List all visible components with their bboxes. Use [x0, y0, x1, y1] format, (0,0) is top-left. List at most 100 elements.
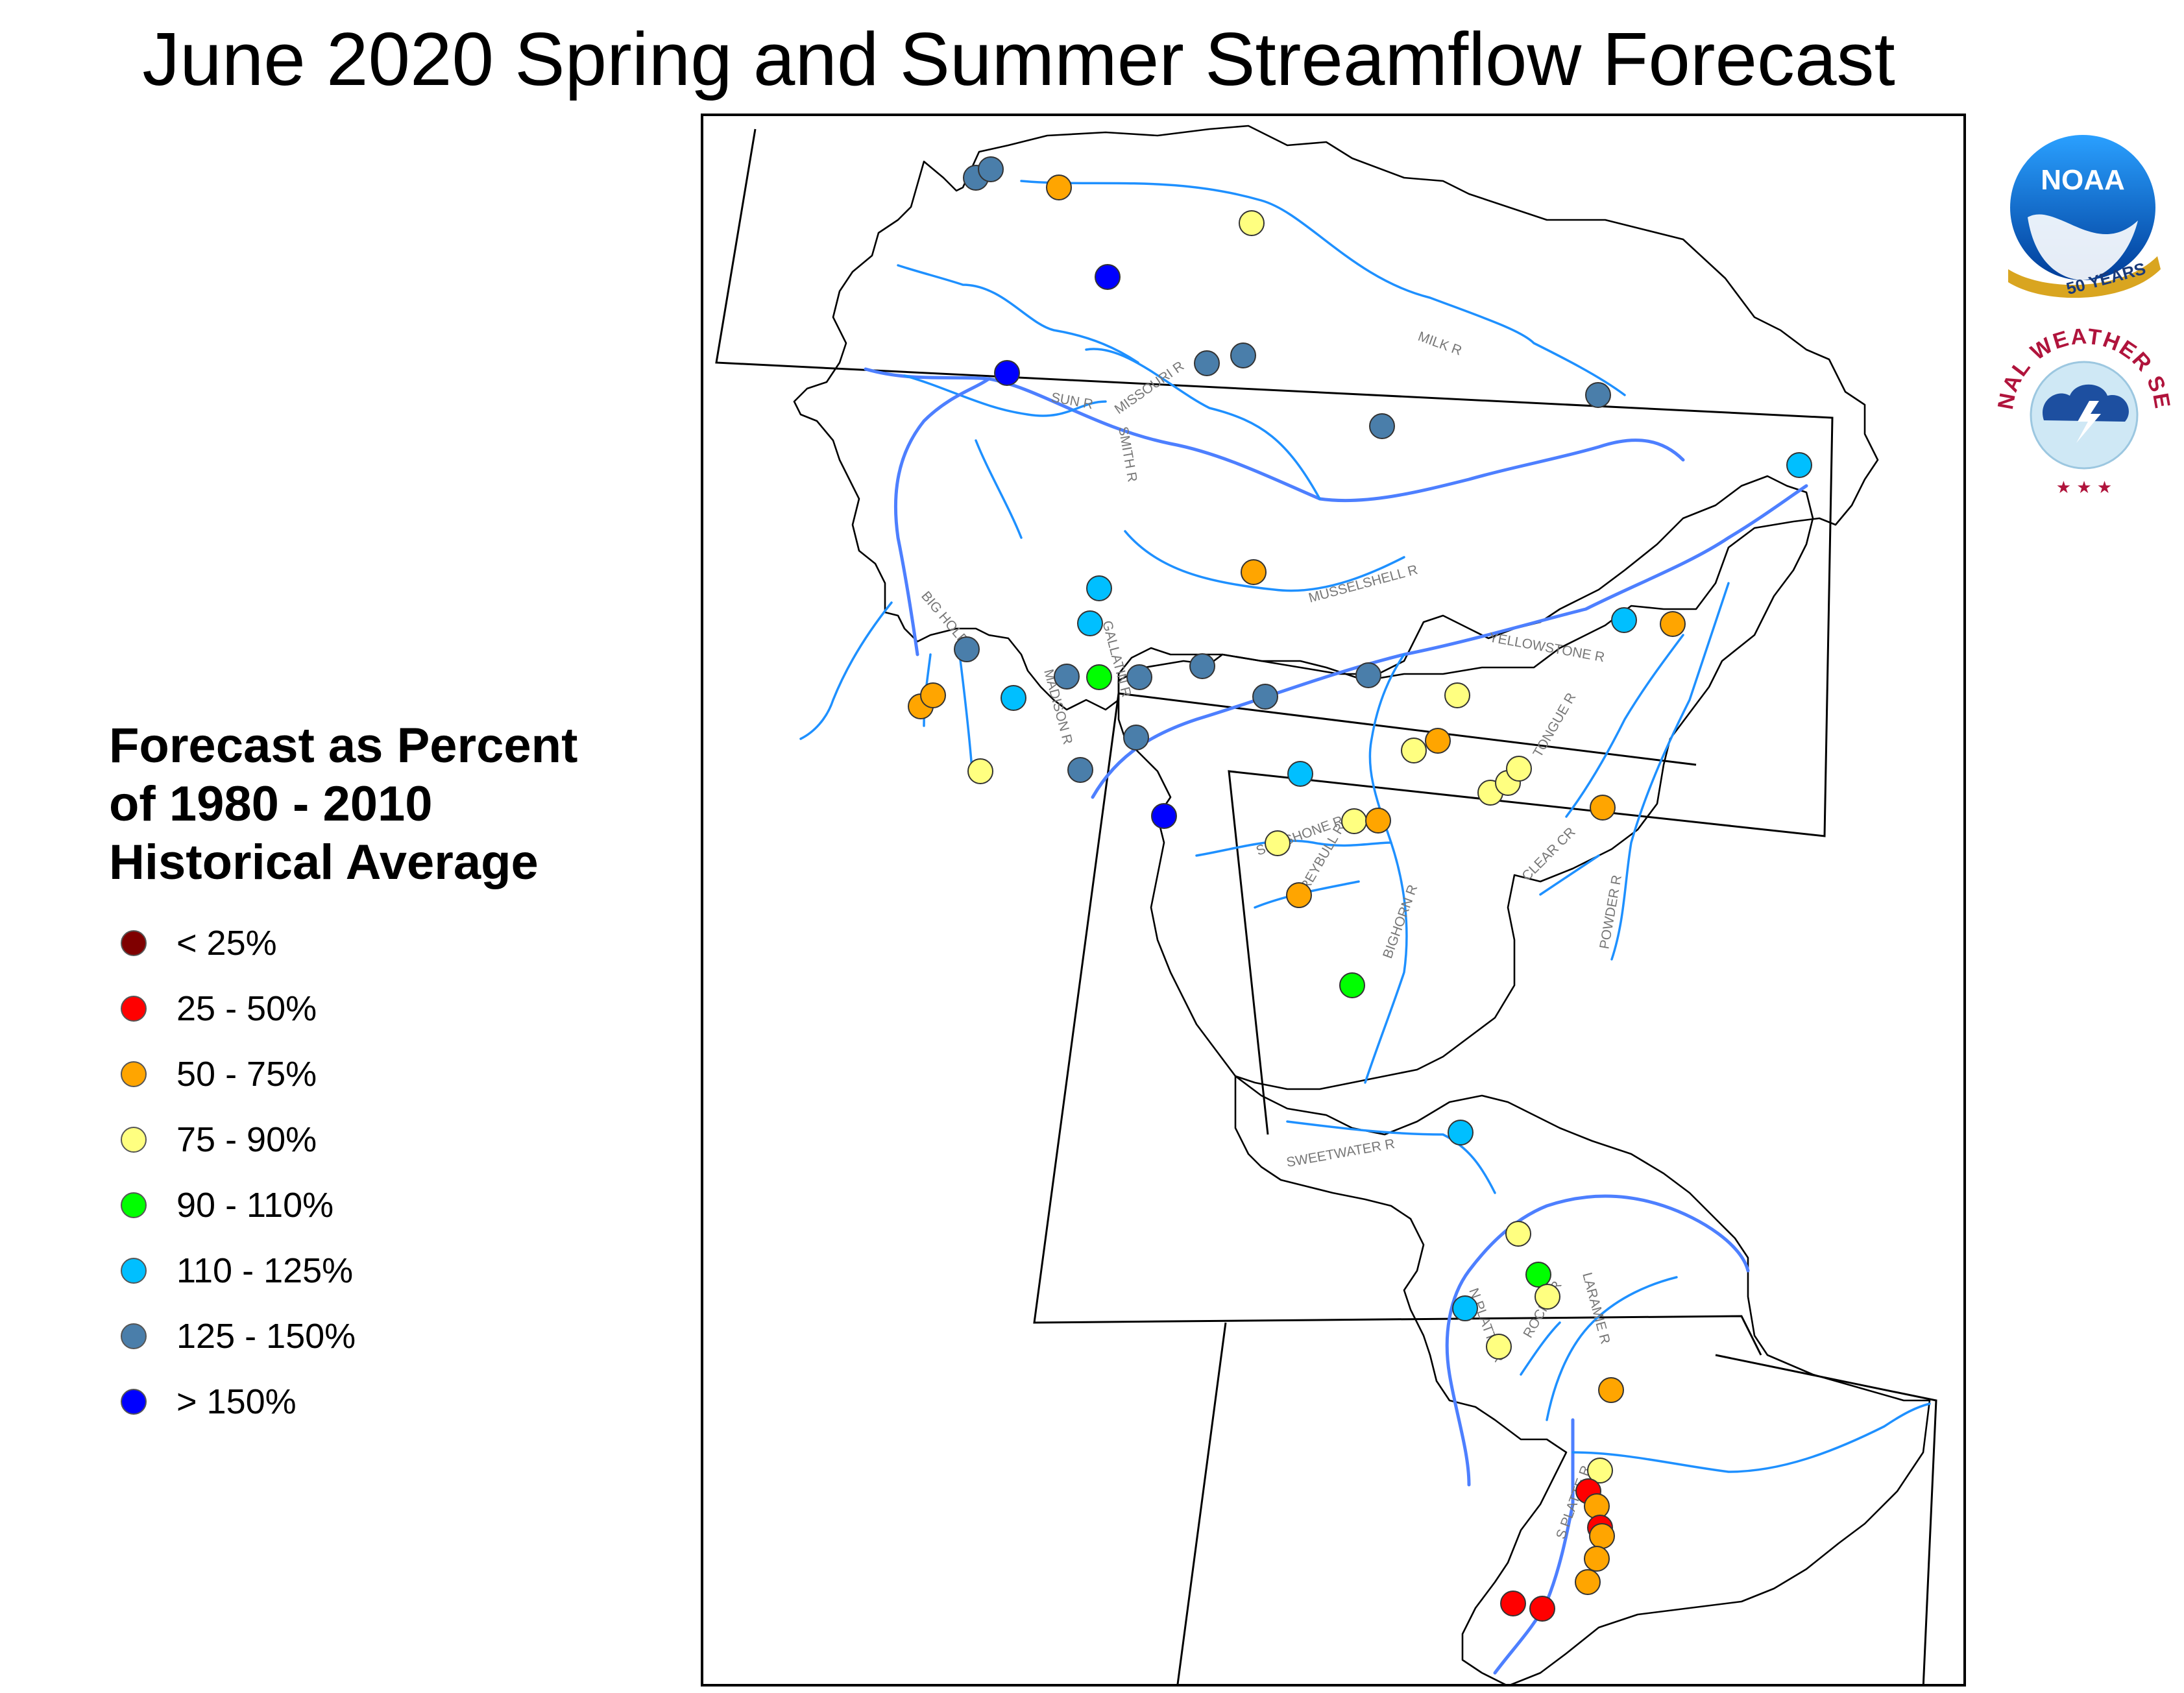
river-tongue — [1565, 634, 1684, 818]
forecast-site-marker — [1194, 350, 1220, 376]
forecast-site-marker — [1590, 795, 1616, 821]
river-laramie — [1546, 1276, 1678, 1421]
legend-item: < 25% — [109, 910, 693, 976]
forecast-site-marker — [1151, 803, 1177, 829]
noaa-text: NOAA — [2041, 164, 2125, 196]
forecast-site-marker — [1529, 1596, 1555, 1622]
river-missouri-upper — [897, 264, 1139, 364]
nws-lightning-icon — [2076, 401, 2101, 443]
river-n-platte — [1445, 1194, 1750, 1487]
legend-label: 110 - 125% — [176, 1251, 354, 1290]
state-boundary-wyoming — [1033, 693, 1762, 1356]
legend-title-line: Forecast as Percent — [109, 718, 578, 773]
forecast-site-marker — [1525, 1262, 1551, 1288]
legend-item: 110 - 125% — [109, 1238, 693, 1303]
forecast-site-marker — [1001, 685, 1026, 711]
legend-label: 125 - 150% — [176, 1316, 356, 1356]
legend: Forecast as Percent of 1980 - 2010 Histo… — [109, 717, 693, 1434]
legend-label: > 150% — [176, 1382, 297, 1421]
river-label: POWDER R — [1597, 874, 1625, 950]
forecast-site-marker — [954, 636, 980, 662]
forecast-site-marker — [1341, 808, 1367, 834]
river-label: MUSSELSHELL R — [1307, 562, 1419, 606]
forecast-site-marker — [1452, 1295, 1478, 1321]
legend-swatch-icon — [121, 1323, 147, 1349]
forecast-site-marker — [1286, 882, 1312, 908]
basin-yellowstone-bighorn — [1117, 475, 1814, 1090]
forecast-site-marker — [1046, 174, 1072, 200]
forecast-site-marker — [994, 360, 1020, 386]
forecast-sites — [908, 156, 1812, 1622]
forecast-site-marker — [1444, 682, 1470, 708]
state-boundary-wyoming-north — [1118, 692, 1697, 766]
river-s-platte-lower — [1571, 1402, 1931, 1473]
forecast-site-marker — [1086, 575, 1112, 601]
legend-swatch-icon — [121, 1126, 147, 1153]
forecast-site-marker — [1575, 1569, 1601, 1595]
forecast-site-marker — [1500, 1591, 1526, 1616]
forecast-site-marker — [1189, 653, 1215, 679]
legend-label: 50 - 75% — [176, 1054, 317, 1094]
state-boundary-colorado-east — [1715, 1354, 1937, 1684]
forecast-site-marker — [1535, 1284, 1560, 1310]
forecast-site-marker — [1126, 664, 1152, 690]
page-title: June 2020 Spring and Summer Streamflow F… — [142, 17, 1895, 101]
forecast-site-marker — [1505, 1221, 1531, 1247]
forecast-site-marker — [1067, 757, 1093, 783]
river-yellowstone — [1091, 484, 1808, 799]
map-frame: MILK R SUN R MISSOURI R SMITH R MUSSELSH… — [701, 114, 1966, 1687]
nws-cloud-icon — [2043, 384, 2129, 422]
forecast-site-marker — [1584, 1493, 1610, 1519]
legend-item: 75 - 90% — [109, 1107, 693, 1172]
legend-swatch-icon — [121, 1061, 147, 1087]
forecast-site-marker — [1095, 264, 1121, 290]
forecast-site-marker — [920, 682, 946, 708]
forecast-site-marker — [1230, 342, 1256, 368]
forecast-site-marker — [1660, 611, 1686, 637]
legend-title-line: Historical Average — [109, 835, 539, 890]
legend-swatch-icon — [121, 995, 147, 1022]
river-s-platte — [1493, 1418, 1575, 1675]
river-bighorn — [1364, 653, 1408, 1084]
legend-item: 50 - 75% — [109, 1041, 693, 1107]
legend-item: 25 - 50% — [109, 976, 693, 1041]
river-powder — [1610, 582, 1730, 961]
nws-stars-icon: ★ ★ ★ — [2056, 478, 2112, 498]
river-big-hole — [799, 601, 893, 740]
legend-items: < 25% 25 - 50% 50 - 75% 75 - 90% 90 - 110% 11… — [109, 910, 693, 1434]
river-milk — [1020, 180, 1626, 396]
forecast-site-marker — [1786, 452, 1812, 478]
legend-swatch-icon — [121, 1388, 147, 1415]
legend-label: < 25% — [176, 923, 277, 963]
river-label: MILK R — [1416, 329, 1464, 359]
forecast-site-marker — [1339, 972, 1365, 998]
forecast-site-marker — [1355, 662, 1381, 688]
river-missouri-main — [893, 377, 991, 656]
map: MILK R SUN R MISSOURI R SMITH R MUSSELSH… — [715, 125, 1937, 1684]
legend-label: 90 - 110% — [176, 1185, 334, 1225]
forecast-site-marker — [1252, 684, 1278, 710]
forecast-site-marker — [1077, 610, 1103, 636]
river-label: SWEETWATER R — [1285, 1136, 1396, 1170]
forecast-site-marker — [1401, 738, 1427, 763]
forecast-site-marker — [1123, 725, 1149, 750]
noaa-ribbon-icon — [2008, 256, 2161, 298]
forecast-site-marker — [1241, 559, 1267, 585]
forecast-site-marker — [1365, 808, 1391, 834]
legend-title: Forecast as Percent of 1980 - 2010 Histo… — [109, 717, 693, 892]
river-shoshone — [1195, 839, 1392, 857]
state-boundary-colorado — [1176, 1322, 1227, 1684]
forecast-site-marker — [978, 156, 1004, 182]
forecast-site-marker — [1239, 210, 1265, 236]
basin-platte — [1234, 1075, 1931, 1684]
forecast-site-marker — [1054, 664, 1080, 690]
forecast-site-marker — [1611, 607, 1637, 633]
legend-item: 90 - 110% — [109, 1172, 693, 1238]
river-sun — [903, 374, 1107, 417]
forecast-site-marker — [1598, 1377, 1624, 1403]
river-rock-cr — [1520, 1321, 1561, 1376]
legend-label: 75 - 90% — [176, 1120, 317, 1159]
river-gallatin — [958, 653, 974, 779]
forecast-site-marker — [1369, 413, 1395, 439]
legend-swatch-icon — [121, 1192, 147, 1218]
